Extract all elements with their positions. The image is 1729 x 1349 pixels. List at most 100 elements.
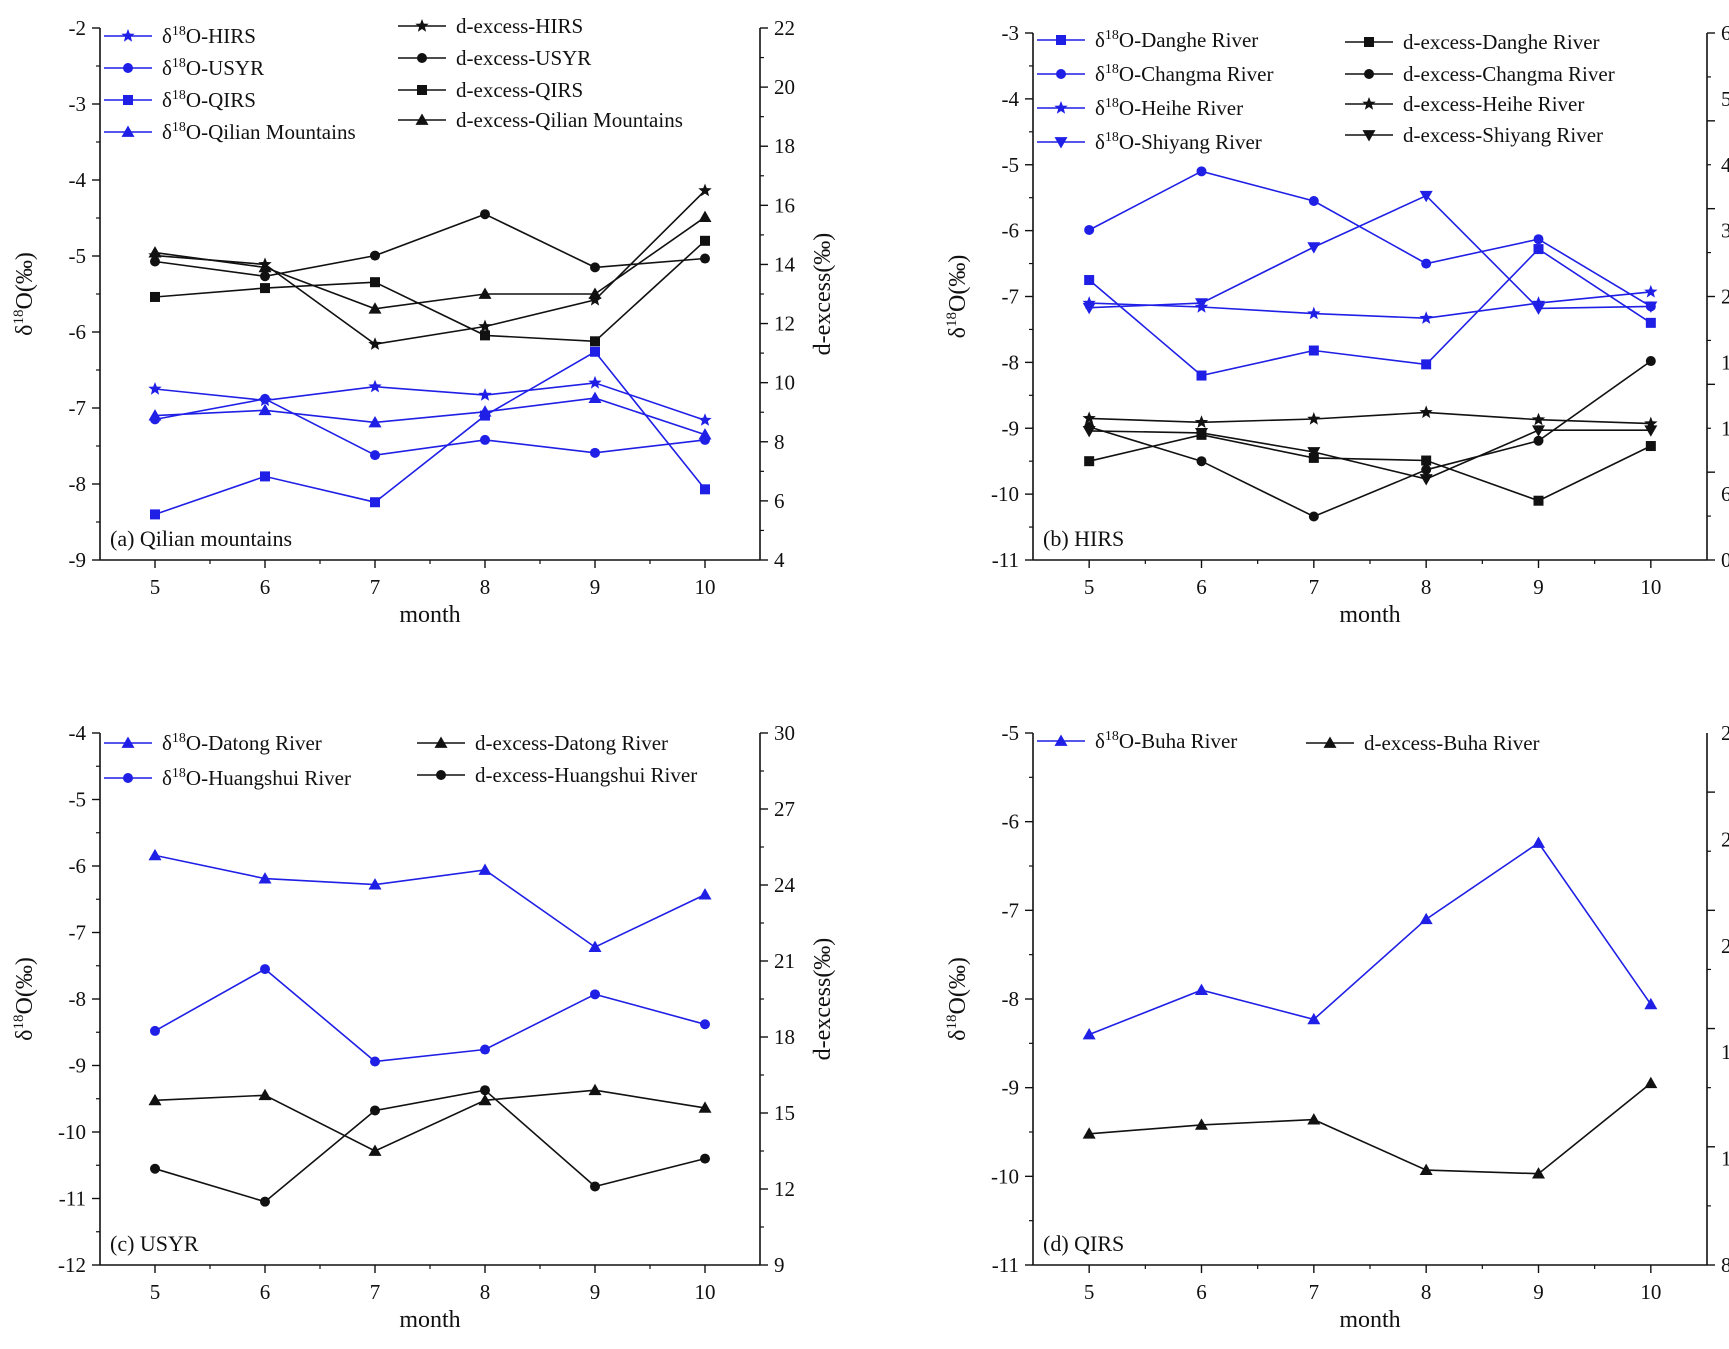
data-point xyxy=(258,403,272,416)
data-point xyxy=(1196,166,1207,177)
legend-marker xyxy=(417,53,427,63)
series-d-excess-buha-river xyxy=(1082,1076,1658,1179)
y-axis-label-rest: O(‰) xyxy=(945,957,971,1014)
y-axis-label-symbol: δ xyxy=(945,1030,971,1041)
legend-marker xyxy=(1056,35,1066,45)
data-point xyxy=(700,484,710,495)
data-point xyxy=(370,1105,380,1116)
series-d-excess-heihe-river xyxy=(1082,405,1658,430)
data-point xyxy=(698,183,712,197)
legend-label-main: O-QIRS xyxy=(186,88,256,112)
x-tick-label: 9 xyxy=(590,575,601,599)
x-tick-label: 9 xyxy=(590,1280,601,1304)
series-line xyxy=(154,1089,706,1152)
y2-tick-label: 15 xyxy=(774,1101,795,1125)
data-point xyxy=(368,337,382,350)
data-point xyxy=(1532,1167,1545,1179)
y-tick-label: -5 xyxy=(1002,153,1020,177)
series-d18o-shiyang-river xyxy=(1082,190,1658,315)
legend-entry-d-excess-changma-river: d-excess-Changma River xyxy=(1345,62,1615,86)
legend-label-symbol: δ xyxy=(162,731,172,755)
legend-entry-d18o-danghe-river: δ18O-Danghe River xyxy=(1037,28,1258,52)
y-tick-label: -7 xyxy=(69,921,87,945)
legend-marker xyxy=(1364,69,1374,79)
series-line xyxy=(154,398,706,456)
series-d-excess-datong-river xyxy=(148,1083,712,1156)
data-point xyxy=(368,302,382,314)
y2-tick-label: 6 xyxy=(1721,21,1729,45)
legend-marker xyxy=(1054,137,1068,149)
data-point xyxy=(480,330,490,341)
data-point xyxy=(258,260,272,273)
legend-entry-d-excess-usyr: d-excess-USYR xyxy=(398,46,591,70)
data-point xyxy=(1195,983,1208,996)
legend-label-main: O-Heihe River xyxy=(1119,96,1243,120)
data-point xyxy=(1195,298,1208,310)
data-point xyxy=(148,848,162,861)
series-line xyxy=(1088,841,1652,1036)
data-point xyxy=(1308,345,1319,356)
legend-entry-d-excess-huangshui-river: d-excess-Huangshui River xyxy=(417,763,697,787)
data-point xyxy=(260,1196,270,1207)
legend-label-symbol: δ xyxy=(1095,130,1105,154)
series-d18o-hirs xyxy=(148,375,712,426)
data-point xyxy=(148,246,162,258)
y2-tick-label: 12 xyxy=(774,1177,795,1201)
legend-label-main: O-Danghe River xyxy=(1119,28,1258,52)
series-d18o-datong-river xyxy=(148,848,712,953)
y2-tick-label: 2 xyxy=(1721,285,1729,309)
data-point xyxy=(1533,435,1544,446)
legend-label-symbol: δ xyxy=(1095,96,1105,120)
legend-label: d-excess-Qilian Mountains xyxy=(456,108,683,132)
data-point xyxy=(148,409,162,421)
x-tick-label: 10 xyxy=(695,1280,716,1304)
y-tick-label: -6 xyxy=(1002,810,1020,834)
series-line xyxy=(154,350,706,516)
panel-a: 5 6 7 8 9 10month-9-8-7-6-5-4-3-2δ18O(‰)46810… xyxy=(11,14,836,628)
legend-label: d-excess-Danghe River xyxy=(1403,30,1600,54)
legend-label-symbol: δ xyxy=(162,56,172,80)
panel-b: 5 6 7 8 9 10month-11-10-9-8-7-6-5-4-3δ18O(‰)0… xyxy=(944,21,1729,628)
legend-label-sup: 18 xyxy=(172,24,186,39)
series-line xyxy=(1089,291,1651,320)
legend-entry-d18o-huangshui-river: δ18O-Huangshui River xyxy=(104,766,351,790)
legend-label: δ18O-Changma River xyxy=(1095,62,1273,86)
y-axis-label-symbol: δ xyxy=(945,327,971,338)
data-point xyxy=(1307,447,1321,459)
series-d-excess-qilian-mountains xyxy=(148,210,712,314)
y-axis-label-sup: 18 xyxy=(944,312,960,327)
y2-tick-label: 8 xyxy=(1721,1253,1729,1277)
data-point xyxy=(698,210,712,223)
y-tick-label: -8 xyxy=(1002,350,1020,374)
data-point xyxy=(698,1101,712,1113)
data-point xyxy=(1084,275,1095,286)
data-point xyxy=(1196,456,1207,467)
legend-label-sup: 18 xyxy=(172,56,186,71)
y-tick-label: -3 xyxy=(1002,21,1020,45)
y-tick-label: -8 xyxy=(69,987,87,1011)
y2-tick-label: 21 xyxy=(774,949,795,973)
x-tick-label: 8 xyxy=(1421,575,1432,599)
data-point xyxy=(1532,836,1545,848)
data-point xyxy=(1419,311,1433,324)
legend-marker xyxy=(1362,130,1376,142)
data-point xyxy=(480,434,490,445)
series-line xyxy=(1089,411,1651,425)
y-tick-label: -4 xyxy=(69,721,87,745)
legend-label-sup: 18 xyxy=(1105,130,1119,145)
data-point xyxy=(148,382,162,395)
data-point xyxy=(480,209,490,220)
x-axis-label: month xyxy=(399,1307,460,1333)
data-point xyxy=(370,450,380,461)
y-tick-label: -4 xyxy=(1002,87,1020,111)
data-point xyxy=(1645,441,1656,452)
legend-label: δ18O-Heihe River xyxy=(1095,96,1243,120)
legend-label: δ18O-Danghe River xyxy=(1095,28,1258,52)
data-point xyxy=(590,336,600,347)
data-point xyxy=(588,287,602,299)
series-line xyxy=(154,240,706,343)
legend-label: d-excess-USYR xyxy=(456,46,591,70)
legend-marker xyxy=(436,770,446,780)
legend-label-symbol: δ xyxy=(1095,729,1105,753)
